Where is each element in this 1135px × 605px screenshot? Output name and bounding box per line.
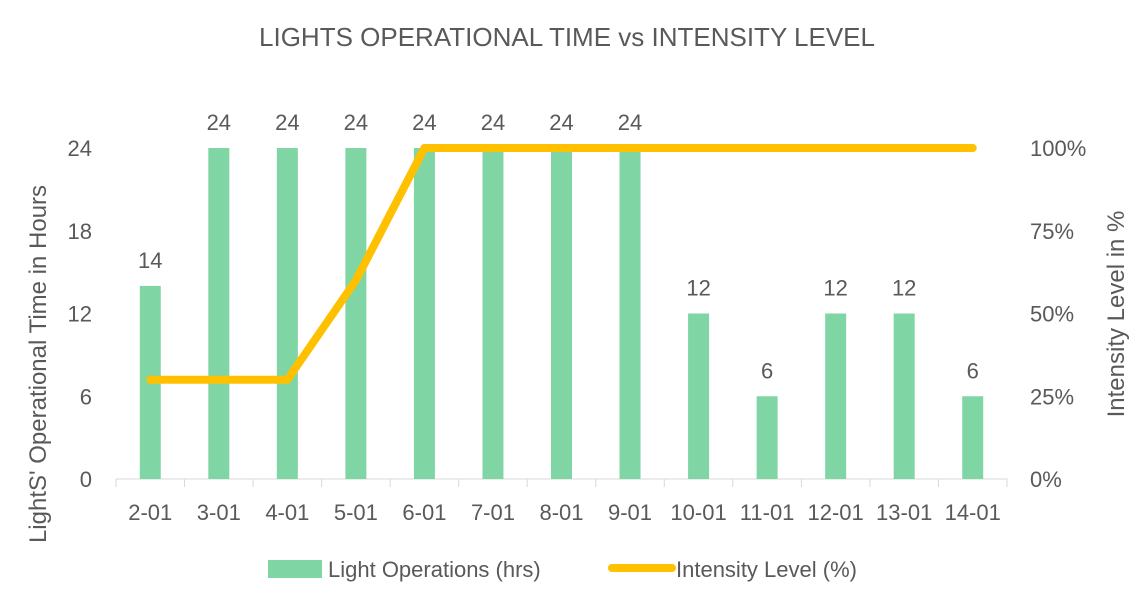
bar-light-operations <box>893 313 915 479</box>
bar-data-label: 12 <box>892 276 916 301</box>
x-tick-label: 2-01 <box>128 500 172 525</box>
x-tick-label: 5-01 <box>334 500 378 525</box>
bar-light-operations <box>756 396 778 479</box>
legend-label-intensity-level: Intensity Level (%) <box>676 557 857 582</box>
y-tick-label: 6 <box>80 384 92 409</box>
y-tick-label: 12 <box>68 302 92 327</box>
x-tick-label: 12-01 <box>808 500 864 525</box>
x-tick-label: 11-01 <box>740 500 795 525</box>
legend: Light Operations (hrs) Intensity Level (… <box>268 557 857 582</box>
bar-data-label: 6 <box>967 358 979 383</box>
legend-label-light-operations: Light Operations (hrs) <box>328 557 541 582</box>
bar-light-operations <box>482 148 504 479</box>
bar-data-label: 24 <box>412 110 436 135</box>
bar-light-operations <box>619 148 641 479</box>
bar-light-operations <box>413 148 435 479</box>
bar-data-label: 24 <box>275 110 299 135</box>
bar-data-label: 6 <box>761 358 773 383</box>
x-tick-label: 13-01 <box>876 500 932 525</box>
bar-light-operations <box>962 396 984 479</box>
y-tick-label: 18 <box>68 219 92 244</box>
bar-data-label: 24 <box>481 110 505 135</box>
legend-swatch-light-operations <box>268 560 322 578</box>
x-tick-label: 3-01 <box>197 500 241 525</box>
bar-data-label: 24 <box>344 110 368 135</box>
chart-title: LIGHTS OPERATIONAL TIME vs INTENSITY LEV… <box>259 22 875 52</box>
y-axis-title: LightS' Operational Time in Hours <box>25 185 52 543</box>
bar-data-label: 14 <box>138 248 162 273</box>
y2-tick-label: 50% <box>1030 302 1074 327</box>
y2-tick-label: 75% <box>1030 219 1074 244</box>
x-tick-label: 6-01 <box>402 500 446 525</box>
bar-light-operations <box>276 148 298 479</box>
bar-data-label: 24 <box>618 110 642 135</box>
line-intensity-level <box>146 144 977 384</box>
bar-light-operations <box>208 148 230 479</box>
y-tick-label: 24 <box>68 136 92 161</box>
x-tick-label: 4-01 <box>265 500 309 525</box>
y2-axis-title: Intensity Level in % <box>1103 211 1130 418</box>
bar-data-label: 24 <box>549 110 573 135</box>
bar-light-operations <box>345 148 367 479</box>
bar-light-operations <box>688 313 710 479</box>
bar-light-operations <box>551 148 572 479</box>
plot-area: 0 6 12 18 24 0% 25% 50% 75% 100% 14 24 24 24 24 24 24 24 1… <box>68 110 1087 525</box>
bar-data-label: 24 <box>207 110 231 135</box>
bar-data-label: 12 <box>686 276 710 301</box>
x-tick-label: 8-01 <box>539 500 583 525</box>
bar-data-label: 12 <box>823 276 847 301</box>
x-tick-label: 10-01 <box>670 500 726 525</box>
bar-light-operations <box>825 313 847 479</box>
x-tick-label: 9-01 <box>608 500 652 525</box>
y2-tick-label: 100% <box>1030 136 1086 161</box>
y2-tick-label: 25% <box>1030 384 1074 409</box>
y2-tick-label: 0% <box>1030 467 1062 492</box>
y-tick-label: 0 <box>80 467 92 492</box>
x-tick-label: 14-01 <box>945 500 1001 525</box>
x-tick-label: 7-01 <box>471 500 515 525</box>
